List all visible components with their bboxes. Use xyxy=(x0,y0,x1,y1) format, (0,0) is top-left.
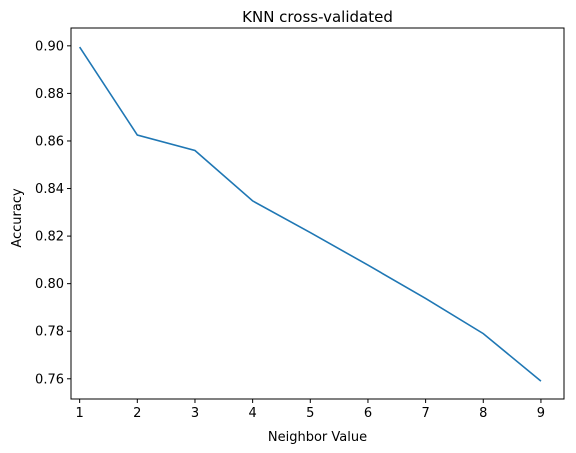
y-tick-label: 0.76 xyxy=(35,372,64,387)
y-tick-label: 0.84 xyxy=(35,182,64,197)
x-tick-label: 1 xyxy=(76,406,84,421)
y-tick-label: 0.86 xyxy=(35,134,64,149)
x-tick-label: 4 xyxy=(248,406,256,421)
series-line xyxy=(78,46,542,382)
chart-title: KNN cross-validated xyxy=(242,8,393,26)
y-tick-label: 0.90 xyxy=(35,39,64,54)
y-tick-label: 0.82 xyxy=(35,230,64,245)
x-axis: 1 2 3 4 5 6 7 8 9 xyxy=(76,399,545,421)
y-tick-label: 0.80 xyxy=(35,277,64,292)
x-tick-label: 5 xyxy=(306,406,314,421)
y-tick-label: 0.78 xyxy=(35,325,64,340)
x-tick-label: 2 xyxy=(133,406,141,421)
y-axis-label: Accuracy xyxy=(10,188,25,248)
plot-frame xyxy=(70,27,565,400)
y-tick-label: 0.88 xyxy=(35,87,64,102)
x-axis-label: Neighbor Value xyxy=(268,430,367,445)
y-axis: 0.76 0.78 0.80 0.82 0.84 0.86 0.88 0.90 xyxy=(35,39,71,387)
x-tick-label: 8 xyxy=(479,406,487,421)
x-tick-label: 7 xyxy=(421,406,429,421)
x-tick-label: 9 xyxy=(537,406,545,421)
x-tick-label: 6 xyxy=(364,406,372,421)
x-tick-label: 3 xyxy=(191,406,199,421)
